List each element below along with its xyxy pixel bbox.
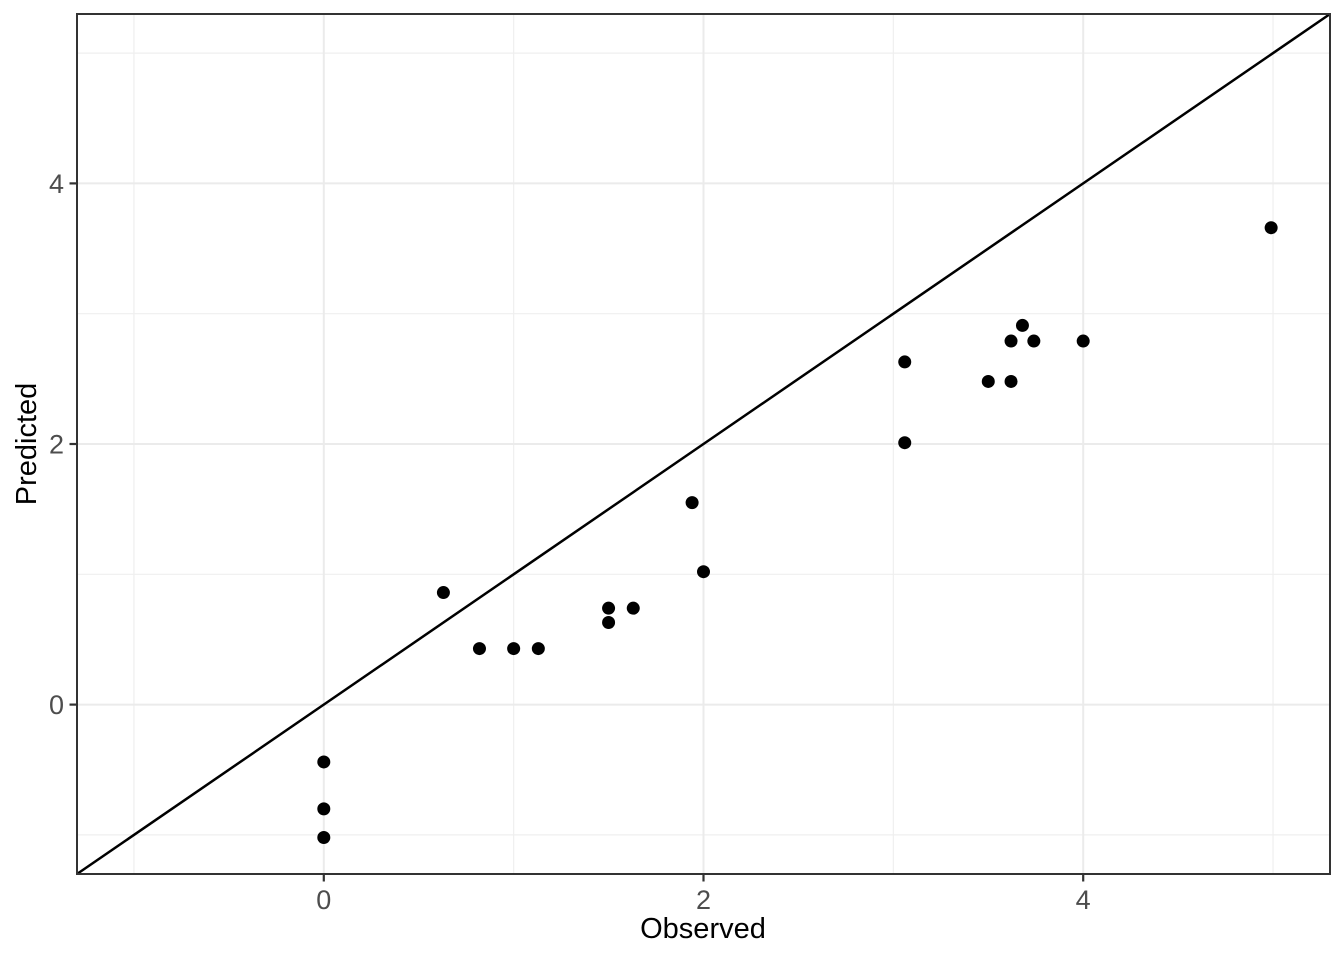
data-point	[602, 616, 616, 630]
data-point	[436, 586, 450, 600]
data-point	[626, 601, 640, 615]
data-point	[1264, 221, 1278, 235]
data-point	[1015, 318, 1029, 332]
x-axis-title: Observed	[640, 913, 766, 945]
identity-line	[76, 12, 1331, 876]
y-tick-label: 0	[49, 690, 64, 720]
data-point	[898, 436, 912, 450]
y-axis-title: Predicted	[11, 383, 43, 506]
data-point	[1027, 334, 1041, 348]
data-point	[317, 802, 331, 816]
x-tick-label: 2	[696, 885, 711, 915]
data-point	[507, 642, 521, 656]
data-point	[1076, 334, 1090, 348]
data-point	[1004, 334, 1018, 348]
chart-generated-layer: 0 2 4 0 2 4	[49, 12, 1331, 915]
data-point	[472, 642, 486, 656]
x-tick-label: 4	[1076, 885, 1091, 915]
data-point	[981, 374, 995, 388]
x-tick-label: 0	[316, 885, 331, 915]
y-tick-label: 2	[49, 429, 64, 459]
data-point	[697, 565, 710, 579]
data-point	[1004, 374, 1018, 388]
data-point	[685, 496, 699, 510]
panel-border	[76, 13, 1331, 875]
data-point	[317, 831, 331, 845]
y-tick-label: 4	[49, 169, 64, 199]
data-point	[531, 642, 545, 656]
data-point	[602, 601, 616, 615]
data-point	[317, 755, 331, 769]
data-point	[898, 355, 912, 369]
